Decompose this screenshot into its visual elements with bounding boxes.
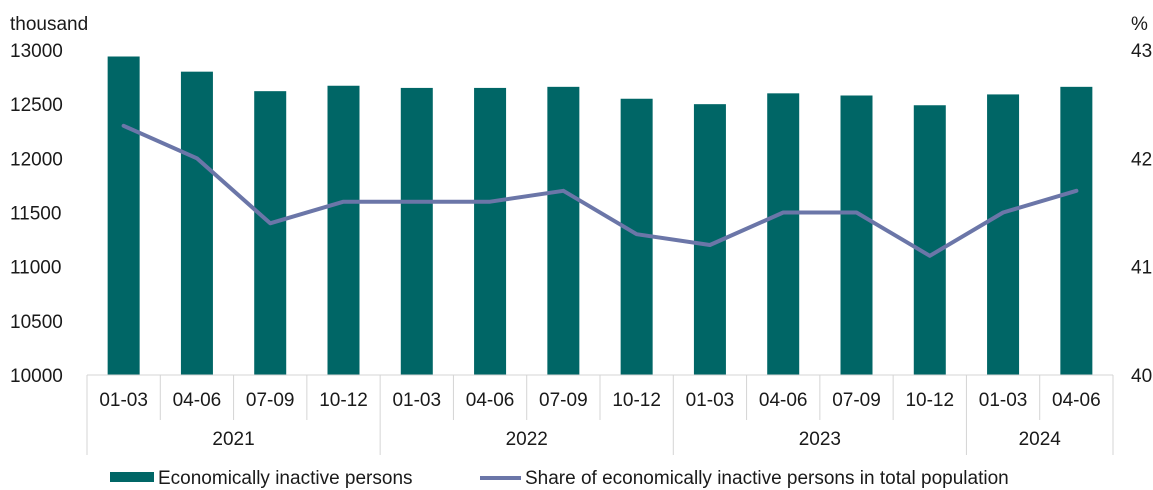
legend-swatch-bars	[110, 472, 154, 482]
right-axis-ticks: 40 41 42 43	[1131, 41, 1152, 387]
bar	[400, 87, 433, 376]
right-tick-label: 43	[1131, 41, 1152, 62]
x-tick-label: 01-03	[979, 390, 1028, 411]
x-axis: 01-03 04-06 07-09 10-12 01-03 04-06 07-09 10-12…	[86, 374, 1114, 455]
year-label: 2024	[1019, 429, 1062, 450]
bar	[767, 93, 800, 375]
bar	[547, 86, 580, 375]
x-tick-label: 07-09	[539, 390, 588, 411]
left-tick-label: 12000	[10, 149, 63, 170]
x-tick-label: 04-06	[466, 390, 515, 411]
year-label: 2023	[799, 429, 841, 450]
left-tick-label: 10500	[10, 312, 63, 333]
bar	[254, 91, 287, 376]
x-tick-label: 07-09	[246, 390, 295, 411]
bar	[1060, 86, 1093, 375]
x-tick-label: 01-03	[686, 390, 735, 411]
x-tick-label: 07-09	[832, 390, 881, 411]
left-tick-label: 13000	[10, 41, 63, 62]
right-tick-label: 41	[1131, 258, 1152, 279]
legend-label-line: Share of economically inactive persons i…	[525, 468, 1009, 489]
x-tick-label: 01-03	[392, 390, 441, 411]
right-tick-label: 40	[1131, 366, 1152, 387]
bar	[180, 71, 213, 376]
year-label: 2021	[212, 429, 254, 450]
x-tick-label: 10-12	[905, 390, 954, 411]
legend-label-bars: Economically inactive persons	[158, 468, 413, 489]
x-tick-label: 01-03	[99, 390, 148, 411]
bar	[474, 87, 507, 376]
bar	[327, 85, 360, 375]
left-tick-label: 10000	[10, 366, 63, 387]
left-tick-label: 12500	[10, 95, 63, 116]
right-tick-label: 42	[1131, 149, 1152, 170]
left-tick-label: 11000	[10, 258, 61, 279]
bar	[987, 94, 1020, 376]
x-tick-label: 04-06	[759, 390, 808, 411]
x-tick-label: 10-12	[319, 390, 368, 411]
bar	[107, 56, 140, 375]
legend: Economically inactive persons Share of e…	[110, 468, 1009, 489]
year-label: 2022	[506, 429, 548, 450]
bar	[840, 95, 873, 375]
left-axis-unit: thousand	[10, 14, 88, 35]
x-tick-label: 10-12	[612, 390, 661, 411]
left-axis-ticks: 10000 10500 11000 11500 12000 12500 13000	[10, 41, 63, 387]
bar	[913, 105, 946, 375]
bar-series	[107, 56, 1093, 376]
x-tick-label: 04-06	[173, 390, 222, 411]
right-axis-unit: %	[1131, 14, 1148, 35]
left-tick-label: 11500	[10, 204, 61, 225]
x-tick-label: 04-06	[1052, 390, 1101, 411]
share-line	[121, 123, 1079, 258]
